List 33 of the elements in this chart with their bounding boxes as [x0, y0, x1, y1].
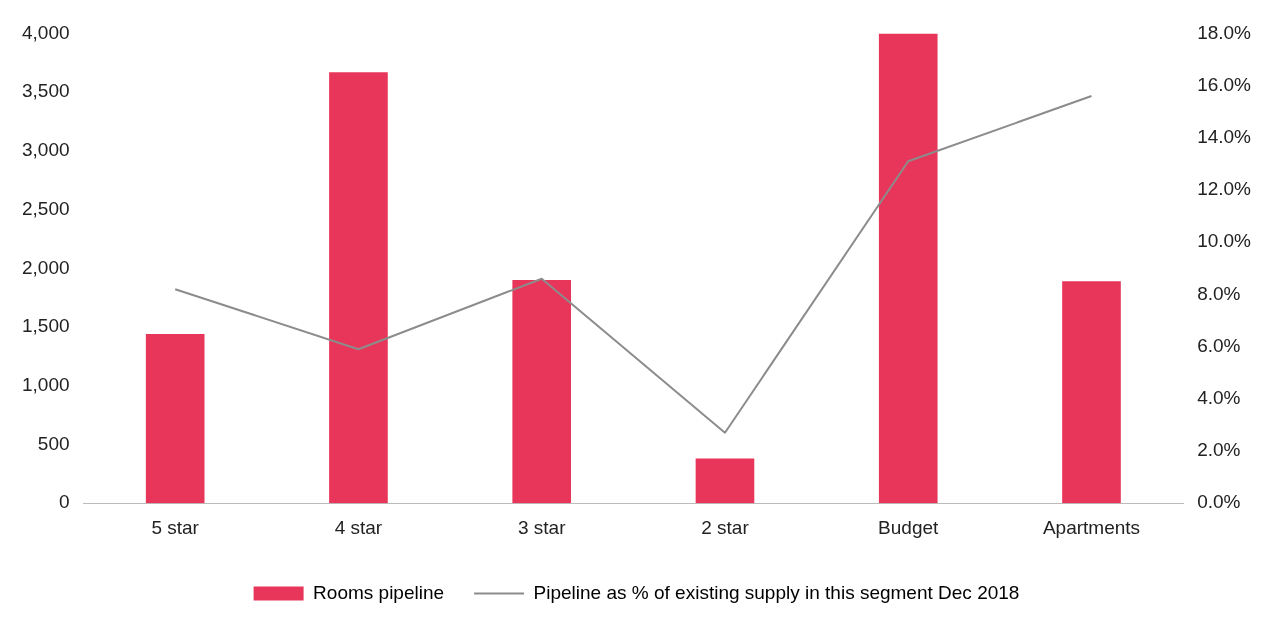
x-tick-label: 2 star: [701, 516, 750, 538]
y2-tick-label: 12.0%: [1197, 178, 1252, 200]
y2-tick-label: 8.0%: [1197, 282, 1241, 304]
x-tick-label: 3 star: [517, 516, 567, 538]
y-tick-label: 2,000: [22, 256, 70, 278]
legend-label: Pipeline as % of existing supply in this segment Dec 2018: [533, 581, 1020, 603]
y2-tick-label: 4.0%: [1197, 387, 1241, 409]
y-tick-label: 1,000: [22, 373, 70, 395]
y-tick-label: 2,500: [22, 197, 70, 219]
y-tick-label: 1,500: [22, 315, 70, 337]
x-tick-label: 5 star: [151, 516, 200, 538]
y-tick-label: 4,000: [22, 21, 70, 43]
y2-tick-label: 0.0%: [1197, 491, 1241, 513]
x-tick-label: Budget: [878, 516, 940, 538]
y-tick-label: 0: [58, 491, 70, 513]
x-tick-label: 4 star: [334, 516, 383, 538]
y-tick-label: 3,000: [22, 139, 70, 161]
y-tick-label: 3,500: [22, 80, 70, 102]
y2-tick-label: 6.0%: [1197, 334, 1241, 356]
bar: [329, 72, 388, 504]
y2-tick-label: 18.0%: [1197, 21, 1252, 43]
bar: [1062, 281, 1121, 504]
y2-tick-label: 10.0%: [1197, 230, 1252, 252]
y-tick-label: 500: [37, 432, 70, 454]
bar: [512, 280, 572, 504]
bar: [695, 458, 755, 504]
x-tick-label: Apartments: [1042, 516, 1141, 538]
y2-tick-label: 14.0%: [1197, 126, 1252, 148]
bar: [878, 33, 938, 504]
y2-tick-label: 2.0%: [1197, 439, 1241, 461]
bar: [145, 334, 205, 504]
y2-tick-label: 16.0%: [1197, 73, 1252, 95]
legend-label: Rooms pipeline: [313, 581, 445, 603]
